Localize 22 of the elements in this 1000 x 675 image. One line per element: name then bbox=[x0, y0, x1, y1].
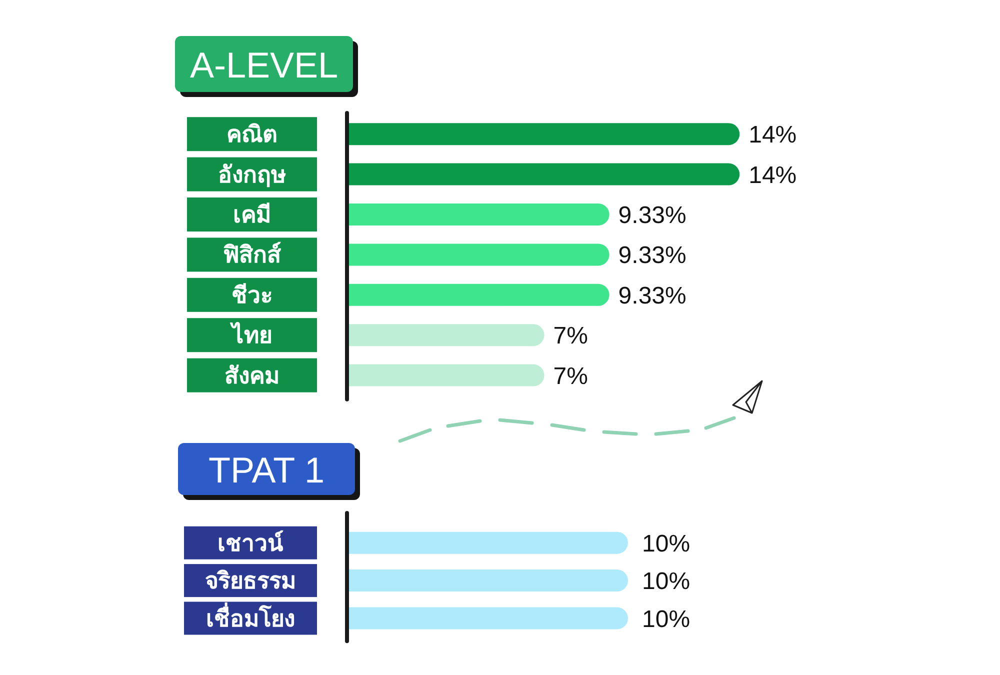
data-label: 10% bbox=[642, 568, 690, 596]
chart-title: TPAT 1 bbox=[208, 450, 325, 490]
data-label: 14% bbox=[748, 122, 797, 149]
y-tick-label: ฟิสิกส์ bbox=[223, 242, 282, 268]
y-tick-label: เคมี bbox=[233, 202, 271, 228]
data-label: 10% bbox=[642, 606, 690, 633]
y-tick-label: จริยธรรม bbox=[205, 568, 296, 594]
data-label: 9.33% bbox=[618, 282, 686, 310]
y-tick-label: ไทย bbox=[229, 321, 272, 348]
data-label: 7% bbox=[553, 322, 588, 350]
data-label: 9.33% bbox=[618, 242, 686, 270]
y-tick-label: เชาวน์ bbox=[218, 530, 284, 556]
y-tick-label: สังคม bbox=[224, 362, 280, 388]
y-tick-label: คณิต bbox=[226, 121, 278, 148]
data-label: 7% bbox=[553, 362, 588, 390]
chart-title: A-LEVEL bbox=[190, 44, 338, 86]
data-label: 10% bbox=[642, 530, 690, 558]
y-tick-label: เชื่อมโยง bbox=[206, 601, 295, 632]
data-label: 9.33% bbox=[618, 202, 686, 229]
y-tick-label: อังกฤษ bbox=[218, 161, 286, 188]
y-tick-label: ชีวะ bbox=[232, 282, 272, 308]
data-label: 14% bbox=[748, 162, 797, 189]
